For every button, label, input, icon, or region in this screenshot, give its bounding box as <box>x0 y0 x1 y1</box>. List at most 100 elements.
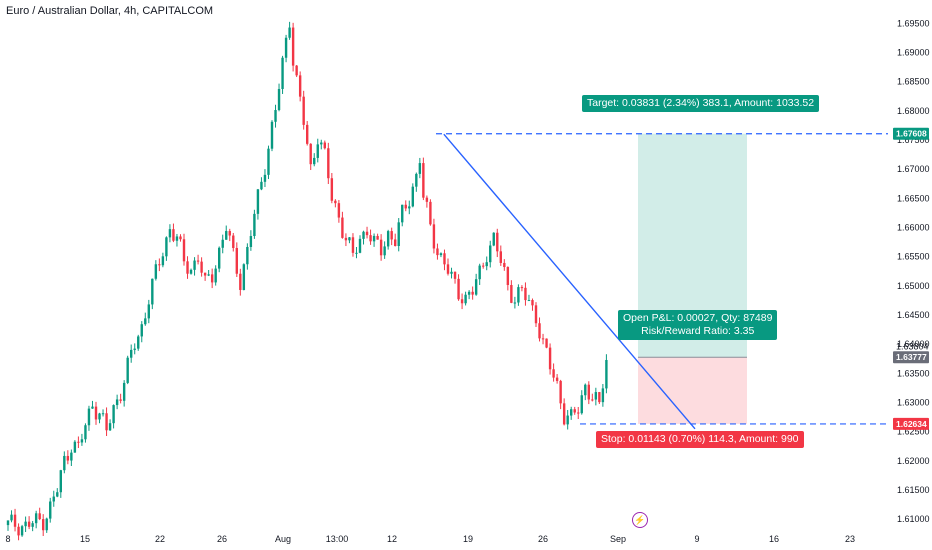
candle-body <box>84 425 87 440</box>
target-price-tag: 1.67608 <box>896 129 927 139</box>
y-tick-label: 1.66500 <box>897 193 930 203</box>
candle-body <box>218 247 221 269</box>
candle-body <box>291 27 295 66</box>
candle-body <box>580 395 583 414</box>
candle-body <box>327 148 330 179</box>
x-tick-label: 15 <box>80 534 90 544</box>
candle-body <box>221 239 224 248</box>
candle-body <box>228 231 231 236</box>
candle-body <box>408 206 411 209</box>
candle-body <box>302 96 305 125</box>
candle-body <box>386 231 390 247</box>
candle-body <box>235 247 238 274</box>
candle-body <box>401 204 404 223</box>
x-tick-label: 16 <box>769 534 779 544</box>
trade-lines <box>436 133 888 430</box>
candle-body <box>334 200 337 204</box>
open-pnl-text: Open P&L: 0.00027, Qty: 87489 <box>623 312 773 324</box>
candle-body <box>436 248 439 256</box>
candle-body <box>207 274 210 276</box>
candle-body <box>548 347 552 370</box>
lightning-icon[interactable]: ⚡ <box>632 512 648 528</box>
candle-body <box>147 304 150 319</box>
candle-body <box>17 526 20 536</box>
y-tick-label: 1.69500 <box>897 18 930 28</box>
candle-body <box>432 224 436 249</box>
candles <box>6 21 608 541</box>
candle-body <box>281 57 284 89</box>
candle-body <box>372 235 376 242</box>
candle-body <box>66 455 70 461</box>
stop-price-tag-bg <box>893 417 929 430</box>
candle-body <box>598 392 601 403</box>
risk-reward-text: Risk/Reward Ratio: 3.35 <box>641 325 755 337</box>
candle-body <box>376 235 379 240</box>
candle-body <box>397 222 400 246</box>
candle-body <box>369 235 372 242</box>
candle-body <box>172 229 175 241</box>
candle-body <box>260 181 263 190</box>
candle-body <box>439 253 443 256</box>
candle-body <box>189 269 193 274</box>
x-tick-label: 22 <box>155 534 165 544</box>
candle-body <box>295 65 298 76</box>
price-axis[interactable]: 1.69500 1.69000 1.68500 1.68000 1.67500 1.670… <box>893 18 930 524</box>
candle-body <box>344 237 348 241</box>
candle-body <box>358 238 362 253</box>
candle-body <box>70 452 73 461</box>
stop-label[interactable]: Stop: 0.01143 (0.70%) 114.3, Amount: 990 <box>596 431 804 448</box>
pnl-label[interactable]: Open P&L: 0.00027, Qty: 87489 Risk/Rewar… <box>618 310 778 340</box>
y-tick-label: 1.68000 <box>897 106 930 116</box>
candle-body <box>527 300 531 302</box>
candle-body <box>186 261 189 274</box>
candle-body <box>485 262 488 267</box>
candle-body <box>503 262 506 268</box>
candle-body <box>330 178 334 201</box>
candle-body <box>425 197 429 202</box>
candle-body <box>267 148 270 175</box>
candle-body <box>232 235 235 248</box>
candle-body <box>56 492 59 497</box>
candle-body <box>584 384 587 396</box>
candle-body <box>130 349 133 358</box>
candle-body <box>418 163 422 174</box>
time-axis[interactable]: 8 15 22 26 Aug 13:00 12 19 26 Sep 9 16 23 <box>5 534 855 544</box>
candle-body <box>496 232 499 252</box>
stop-price-tag: 1.62634 <box>896 419 927 429</box>
y-tick-label: 1.63500 <box>897 368 930 378</box>
candle-body <box>6 520 10 526</box>
y-tick-label: 1.64500 <box>897 310 930 320</box>
candle-body <box>182 239 186 262</box>
candle-body <box>517 287 520 303</box>
candle-body <box>474 279 478 295</box>
current-price-tag: 1.63777 <box>896 352 927 362</box>
candle-body <box>80 439 84 443</box>
candle-body <box>362 231 365 239</box>
candle-body <box>313 157 316 165</box>
candle-body <box>492 232 495 246</box>
candle-body <box>524 287 527 301</box>
candle-body <box>298 75 302 97</box>
candle-body <box>246 246 249 265</box>
candle-body <box>94 406 98 420</box>
y-tick-label: 1.65500 <box>897 252 930 262</box>
x-tick-label: 23 <box>845 534 855 544</box>
candle-body <box>52 496 55 502</box>
candle-body <box>200 261 203 273</box>
x-tick-label: 8 <box>5 534 10 544</box>
candle-body <box>341 217 344 238</box>
candle-body <box>464 294 467 304</box>
candle-body <box>390 231 393 240</box>
candle-body <box>105 413 108 431</box>
candle-body <box>151 278 154 305</box>
candle-body <box>165 237 168 257</box>
target-label[interactable]: Target: 0.03831 (2.34%) 383.1, Amount: 1… <box>582 95 820 112</box>
candle-body <box>594 392 598 400</box>
y-tick-label: 1.67000 <box>897 164 930 174</box>
candle-body <box>225 231 228 240</box>
candle-body <box>249 236 253 247</box>
candle-body <box>379 239 383 256</box>
candle-body <box>520 287 524 289</box>
y-tick-label: 1.64000 <box>897 339 930 349</box>
